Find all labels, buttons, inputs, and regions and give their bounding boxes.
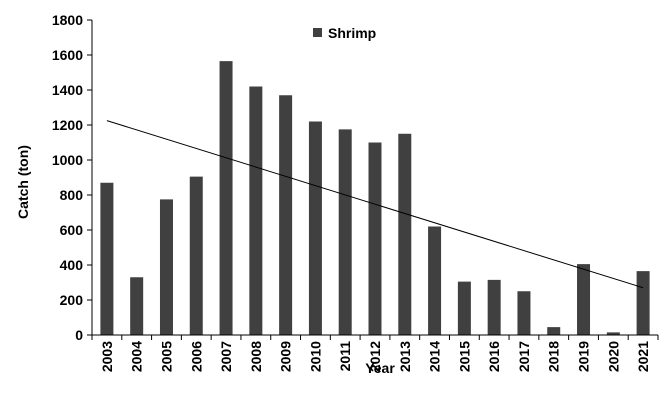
y-tick-label: 800: [60, 187, 84, 203]
x-tick-label: 2016: [486, 341, 502, 372]
bar-2008: [249, 86, 263, 335]
y-tick-label: 1600: [52, 47, 83, 63]
x-tick-label: 2009: [278, 341, 294, 372]
trendline: [106, 120, 644, 289]
y-tick-label: 0: [75, 327, 83, 343]
x-tick-label: 2007: [218, 341, 234, 372]
bars-layer: [100, 61, 650, 335]
y-tick-label: 1800: [52, 12, 83, 28]
x-tick-label: 2004: [129, 341, 145, 372]
y-axis-title: Catch (ton): [15, 145, 31, 219]
bar-2019: [577, 264, 591, 335]
x-tick-label: 2015: [456, 341, 472, 372]
legend: Shrimp: [313, 25, 376, 41]
bar-2012: [368, 142, 382, 335]
legend-label-shrimp: Shrimp: [328, 25, 376, 41]
y-tick-label: 1000: [52, 152, 83, 168]
bar-2017: [517, 291, 531, 335]
bar-2015: [457, 281, 471, 335]
y-tick-label: 1400: [52, 82, 83, 98]
bar-2010: [308, 121, 322, 335]
x-tick-label: 2018: [546, 341, 562, 372]
x-tick-label: 2003: [99, 341, 115, 372]
x-tick-label: 2014: [427, 341, 443, 372]
x-tick-label: 2017: [516, 341, 532, 372]
y-tick-label: 600: [60, 222, 84, 238]
bar-2011: [338, 129, 352, 335]
bar-2016: [487, 279, 501, 335]
bar-2005: [159, 199, 173, 335]
bar-2004: [130, 277, 144, 335]
x-tick-label: 2010: [307, 341, 323, 372]
bar-2021: [636, 271, 650, 335]
bar-2013: [398, 133, 412, 335]
bar-2003: [100, 182, 114, 335]
x-axis-ticks: 2003 2004 2005 2006 2007 2008 2009 2010 2011 2012…: [91, 335, 659, 372]
y-tick-label: 1200: [52, 117, 83, 133]
x-tick-label: 2019: [576, 341, 592, 372]
x-tick-label: 2008: [248, 341, 264, 372]
x-tick-label: 2006: [188, 341, 204, 372]
x-tick-label: 2005: [158, 341, 174, 372]
legend-swatch: [313, 28, 322, 37]
x-tick-label: 2013: [397, 341, 413, 372]
y-tick-label: 400: [60, 257, 84, 273]
y-axis-ticks: 0 200 400 600 800 1000 1200 1400 1600 1800: [52, 12, 92, 343]
bar-2006: [189, 176, 203, 335]
x-tick-label: 2012: [367, 341, 383, 372]
bar-2020: [606, 332, 620, 335]
x-tick-label: 2020: [605, 341, 621, 372]
y-tick-label: 200: [60, 292, 84, 308]
bar-2009: [279, 95, 293, 335]
bar-2007: [219, 61, 233, 335]
x-tick-label: 2011: [337, 341, 353, 372]
x-axis-title: Year: [365, 360, 395, 376]
x-tick-label: 2021: [635, 341, 651, 372]
bar-2014: [428, 226, 442, 335]
bar-2018: [547, 327, 561, 335]
